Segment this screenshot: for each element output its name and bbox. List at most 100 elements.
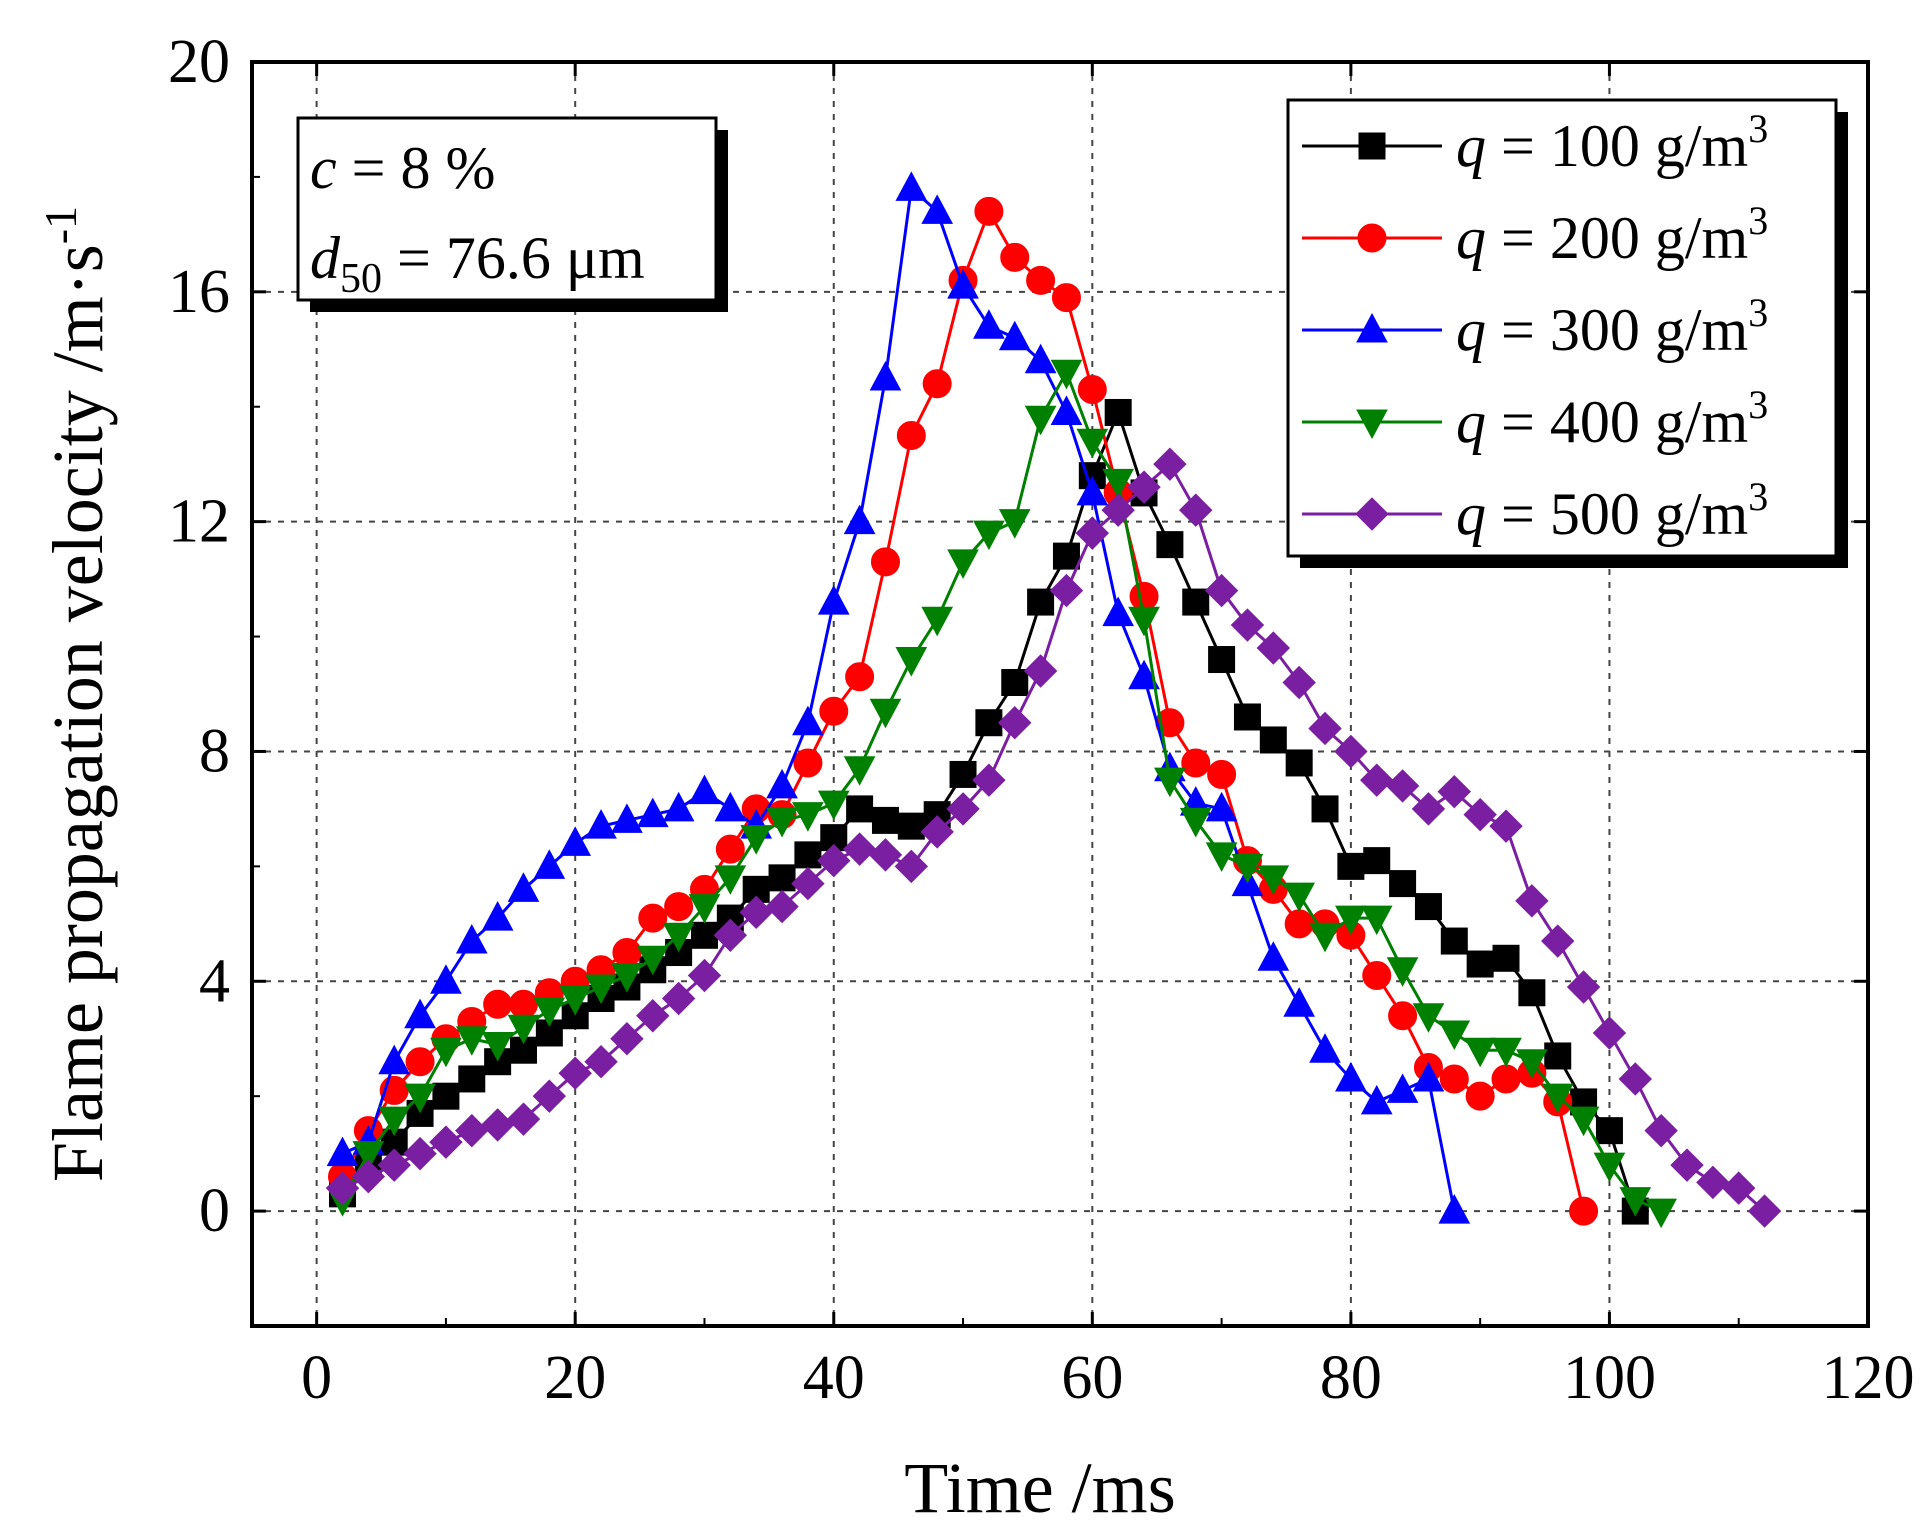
data-point (1386, 957, 1419, 987)
data-point (1051, 283, 1081, 313)
data-point (843, 756, 876, 786)
data-point (378, 1106, 411, 1137)
data-point (973, 520, 1005, 551)
legend-entry: q = 500 g/m3 (1302, 474, 1768, 547)
data-point (1205, 842, 1238, 872)
data-point (975, 709, 1003, 737)
data-point (533, 849, 566, 879)
data-point (1181, 748, 1211, 778)
legend-label-q: q (1456, 297, 1486, 363)
y-tick-label: 4 (199, 947, 230, 1015)
data-point (430, 1037, 462, 1068)
data-point (792, 802, 824, 832)
data-point (973, 309, 1005, 339)
data-point (817, 585, 850, 615)
data-point (688, 894, 721, 924)
data-point (458, 1065, 486, 1093)
data-point (661, 981, 696, 1016)
x-tick-label: 60 (1061, 1344, 1123, 1412)
legend-label-sup: 3 (1748, 106, 1768, 151)
data-point (740, 825, 773, 855)
data-point (481, 1031, 514, 1062)
x-tick-label: 100 (1563, 1344, 1656, 1412)
legend-marker (1355, 497, 1389, 531)
data-point (1076, 475, 1109, 506)
annotation-box-frame (296, 116, 718, 302)
data-point (819, 696, 849, 726)
data-point (1207, 759, 1237, 789)
data-point (662, 922, 695, 953)
data-point (1023, 654, 1058, 688)
data-point (1334, 734, 1368, 769)
data-point (1645, 1198, 1677, 1229)
data-point (483, 989, 513, 1019)
data-point (947, 269, 979, 299)
data-point (871, 806, 899, 834)
data-point (1463, 797, 1497, 832)
axis-ticks: 0 20 40 60 80 100 120 0 4 8 12 16 20 (168, 28, 1915, 1412)
data-point (1592, 1016, 1627, 1050)
data-point (1128, 606, 1160, 637)
legend-label-q: q (1456, 205, 1486, 271)
data-point (636, 999, 670, 1033)
data-point (1440, 927, 1468, 955)
legend-entry: q = 400 g/m3 (1302, 382, 1768, 455)
data-point (1284, 909, 1314, 939)
data-point (1465, 1081, 1495, 1111)
legend-label: q = 400 g/m3 (1456, 382, 1768, 455)
data-point (1000, 242, 1030, 272)
data-point (638, 903, 668, 933)
data-point (430, 964, 462, 994)
data-point (559, 826, 592, 856)
data-point (636, 945, 669, 976)
data-point (1335, 905, 1367, 936)
data-point (1077, 374, 1107, 404)
data-point (584, 1045, 618, 1079)
data-point (1593, 1152, 1626, 1183)
x-tick-label: 120 (1822, 1344, 1915, 1412)
data-point (791, 866, 825, 901)
data-point (533, 997, 566, 1028)
data-point (403, 1136, 437, 1171)
data-point (429, 1125, 463, 1159)
annotation-particle-size: d50 = 76.6 μm (310, 225, 645, 302)
legend-label-q: q (1456, 389, 1486, 455)
data-point (1439, 1064, 1469, 1094)
data-point (507, 1014, 540, 1045)
data-point (1360, 1084, 1393, 1115)
data-point (326, 1136, 359, 1167)
data-point (1335, 1061, 1367, 1092)
series-layer (325, 171, 1782, 1229)
data-point (405, 1047, 435, 1077)
x-axis-label: Time /ms (904, 1448, 1175, 1528)
data-point (897, 812, 925, 840)
data-point (1492, 944, 1520, 972)
data-point (1566, 970, 1601, 1004)
data-point (404, 1083, 436, 1114)
x-tick-label: 40 (803, 1344, 865, 1412)
data-point (896, 420, 926, 450)
data-point (1309, 1033, 1341, 1063)
data-point (947, 549, 979, 579)
data-point (378, 1044, 411, 1075)
data-point (845, 662, 875, 692)
data-point (869, 698, 902, 729)
data-point (794, 841, 822, 869)
data-point (842, 832, 877, 866)
data-point (766, 768, 798, 799)
legend-label-text: = 100 g/m (1486, 113, 1748, 179)
data-point (946, 792, 980, 826)
data-point (1129, 581, 1159, 611)
data-point (1049, 573, 1084, 608)
data-point (377, 1148, 411, 1182)
series-3 (326, 171, 1471, 1224)
data-point (610, 1022, 644, 1056)
data-point (1076, 428, 1109, 459)
data-point (506, 1102, 541, 1136)
legend-label-sup: 3 (1748, 198, 1768, 243)
data-point (1619, 1187, 1652, 1217)
data-point (846, 795, 874, 823)
data-point (1309, 922, 1341, 953)
data-point (1412, 1061, 1445, 1092)
